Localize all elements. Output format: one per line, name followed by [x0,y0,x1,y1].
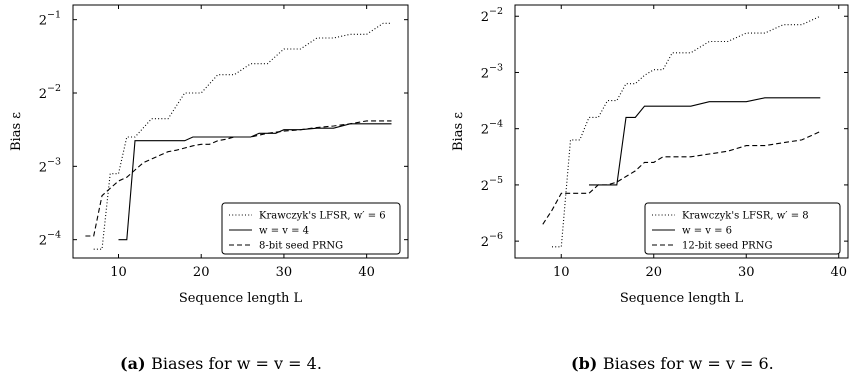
chart-panel-a: 10 20 30 40 2−4 2−3 2−2 2−1 Sequence length L Bia… [9,4,409,373]
series-line-solid [589,97,821,186]
x-tick-label: 20 [645,265,662,280]
y-tick-label: 2−2 [481,6,503,25]
plot-frame [514,4,849,259]
chart-panel-b: 10 20 30 40 2−6 2−5 2−4 2−3 2−2 Sequence length L… [451,4,849,373]
x-tick-label: 10 [110,265,127,280]
x-tick-label: 40 [830,265,847,280]
figure-caption: (b) Biases for w = v = 6. [571,354,774,373]
x-tick-label: 10 [553,265,570,280]
x-axis-label: Sequence length L [179,291,303,306]
y-tick-label: 2−4 [39,230,61,249]
series-line-dotted [93,22,392,250]
series-line-solid [118,123,392,241]
legend-entry: Krawczyk's LFSR, w′ = 8 [682,211,809,222]
legend-box [644,202,841,255]
figure-caption: (a) Biases for w = v = 4. [120,354,322,373]
series-line-dashed [85,120,392,237]
y-tick-label: 2−3 [39,156,61,175]
x-tick-label: 20 [193,265,210,280]
y-tick-label: 2−6 [481,231,503,250]
series-line-dashed [542,130,821,225]
legend-box [221,202,401,255]
legend-entry: w = v = 6 [682,226,732,237]
y-tick-label: 2−2 [39,83,61,102]
series-line-dotted [552,15,821,248]
legend-entry: Krawczyk's LFSR, w′ = 6 [259,211,386,222]
y-tick-label: 2−1 [39,10,61,29]
y-tick-label: 2−3 [481,62,503,81]
y-tick-label: 2−4 [481,119,503,138]
legend-entry: w = v = 4 [259,226,309,237]
x-tick-label: 40 [358,265,375,280]
x-tick-label: 30 [276,265,293,280]
y-axis-label: Bias ε [451,112,466,151]
legend-entry: 8-bit seed PRNG [259,241,343,252]
y-tick-label: 2−5 [481,175,503,194]
legend-entry: 12-bit seed PRNG [682,241,772,252]
x-tick-label: 30 [738,265,755,280]
y-axis-label: Bias ε [9,112,24,151]
plot-frame [72,4,409,259]
x-axis-label: Sequence length L [620,291,744,306]
